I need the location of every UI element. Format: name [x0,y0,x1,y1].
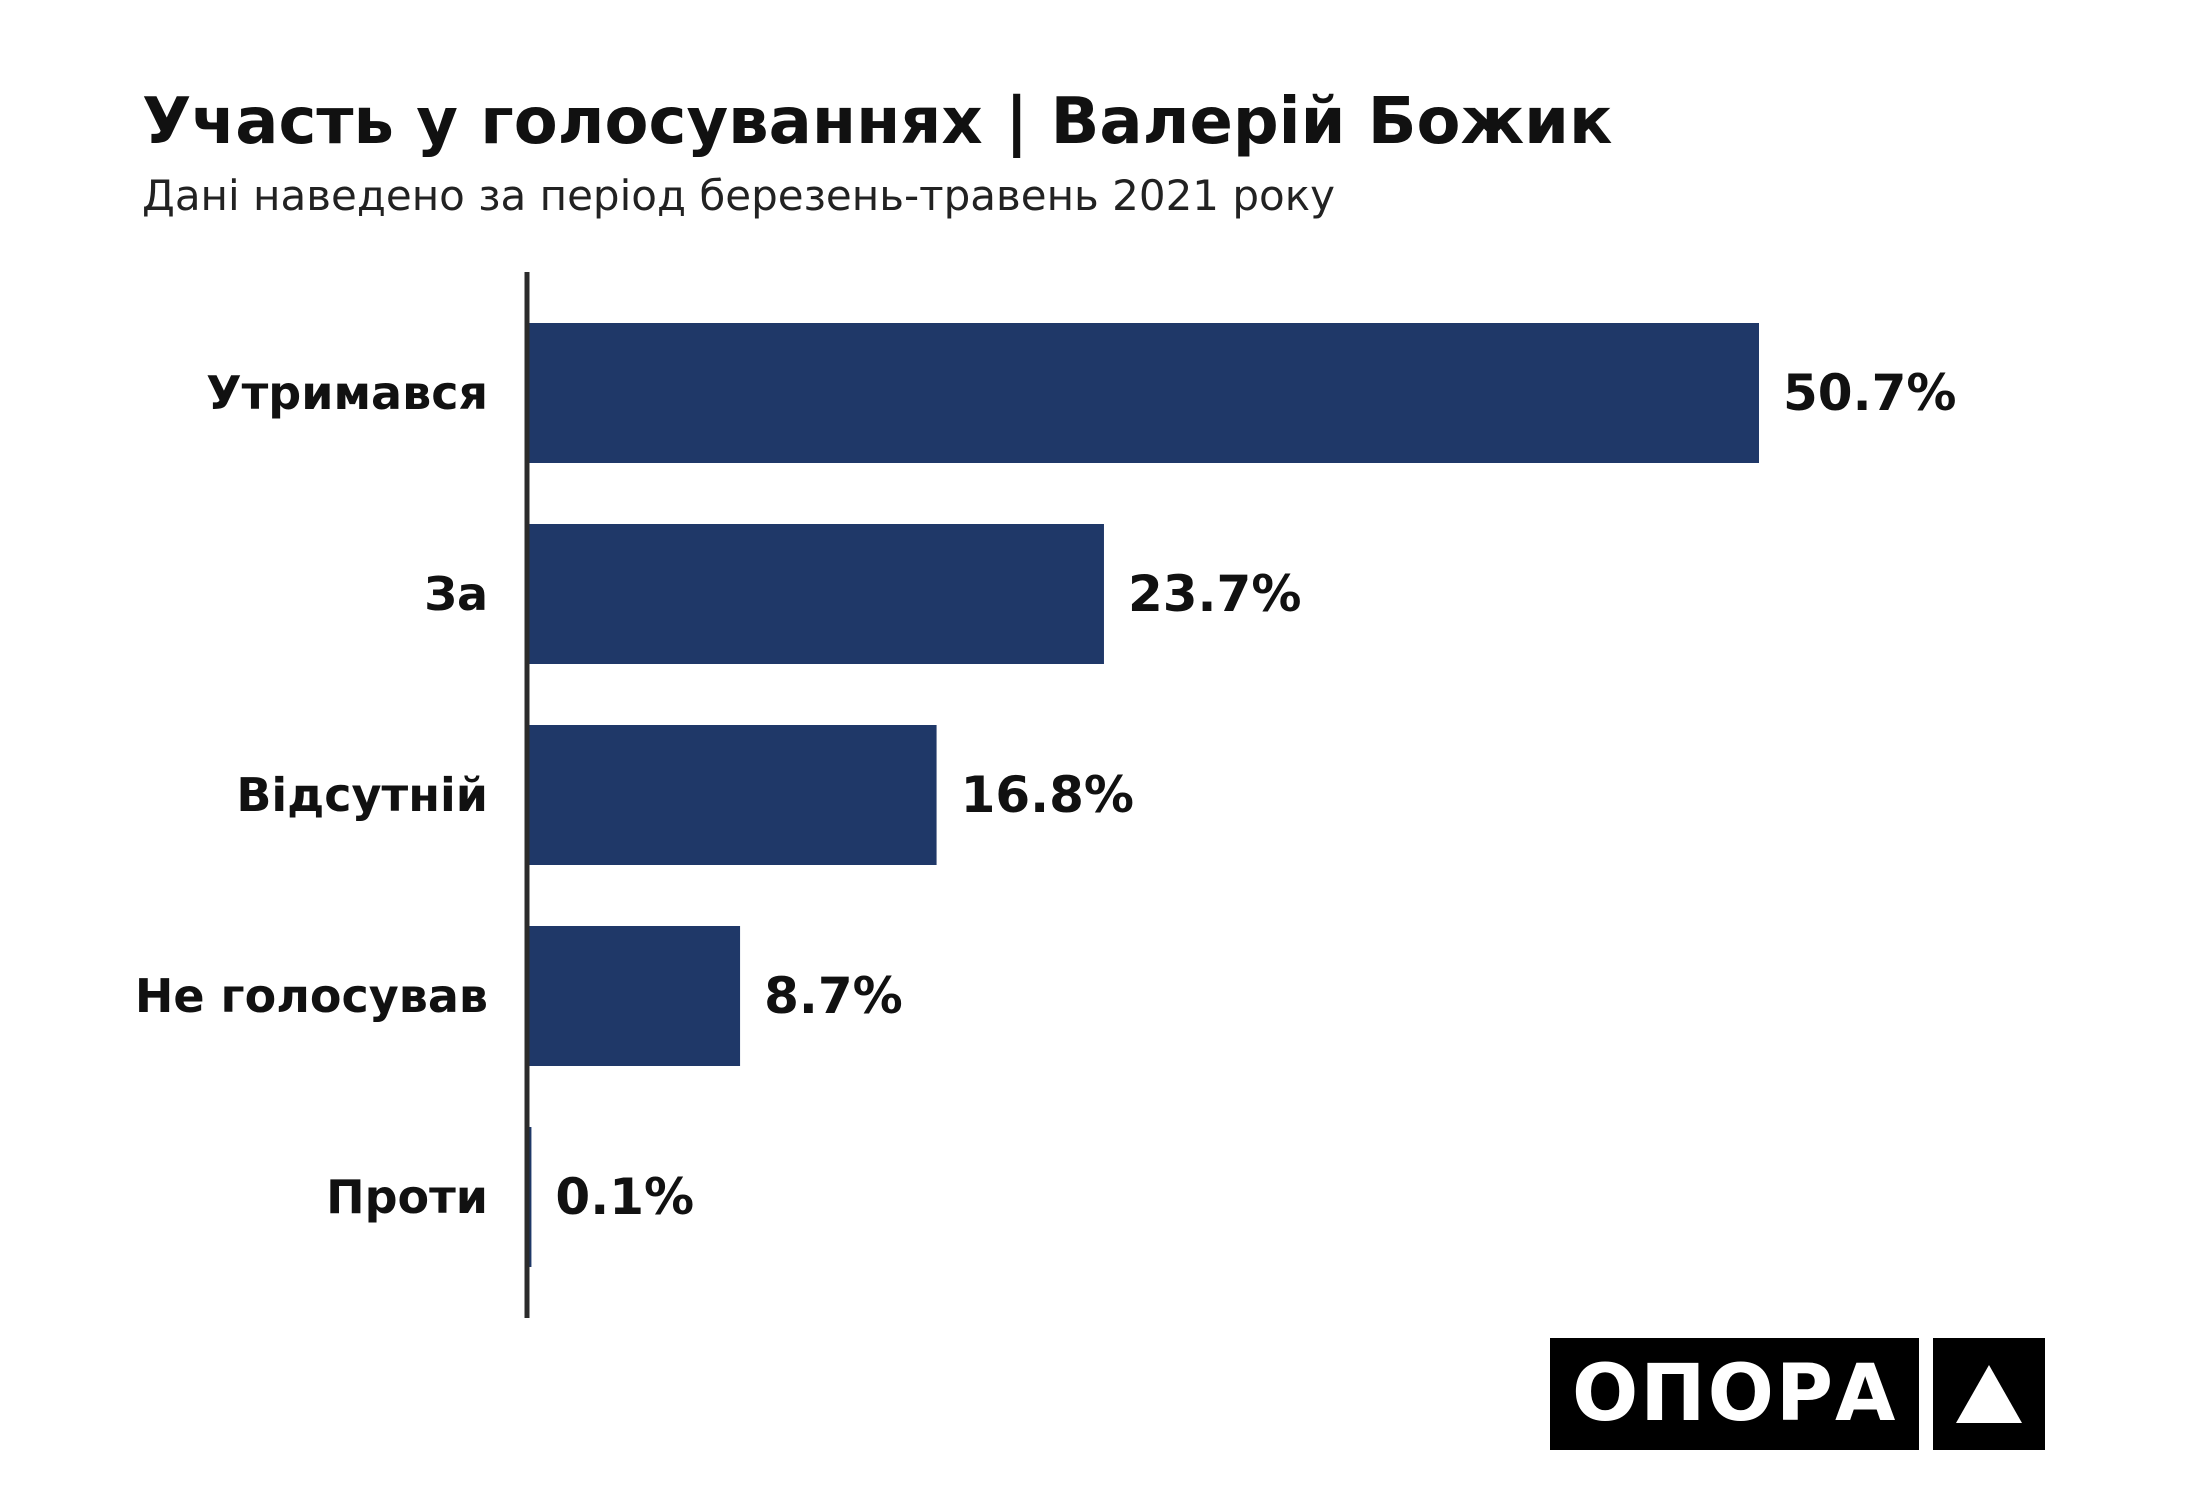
category-label-3: Відсутній [236,768,488,822]
category-label-5: Проти [326,1170,488,1224]
bar-2 [529,524,1104,664]
category-label-1: Утримався [206,366,488,420]
opora-logo: ОПОРА [1550,1338,2046,1450]
chart-subtitle: Дані наведено за період березень-травень… [142,171,1335,220]
bar-5 [529,1127,532,1267]
category-labels-group: Утримався За Відсутній Не голосував Проти [135,366,488,1224]
value-label-5: 0.1% [555,1168,694,1226]
triangle-icon [1933,1338,2046,1450]
chart-title: Участь у голосуваннях | Валерій Божик [142,85,1613,159]
category-label-2: За [424,567,488,621]
bars-group [529,323,1759,1267]
bar-4 [529,926,741,1066]
value-label-4: 8.7% [764,967,903,1025]
value-label-3: 16.8% [961,766,1134,824]
bar-1 [529,323,1759,463]
bar-3 [529,725,937,865]
value-label-1: 50.7% [1783,364,1956,422]
logo-wordmark: ОПОРА [1550,1338,1920,1450]
value-labels-group: 50.7% 23.7% 16.8% 8.7% 0.1% [555,364,1956,1226]
value-label-2: 23.7% [1128,565,1301,623]
category-label-4: Не голосував [135,969,488,1023]
